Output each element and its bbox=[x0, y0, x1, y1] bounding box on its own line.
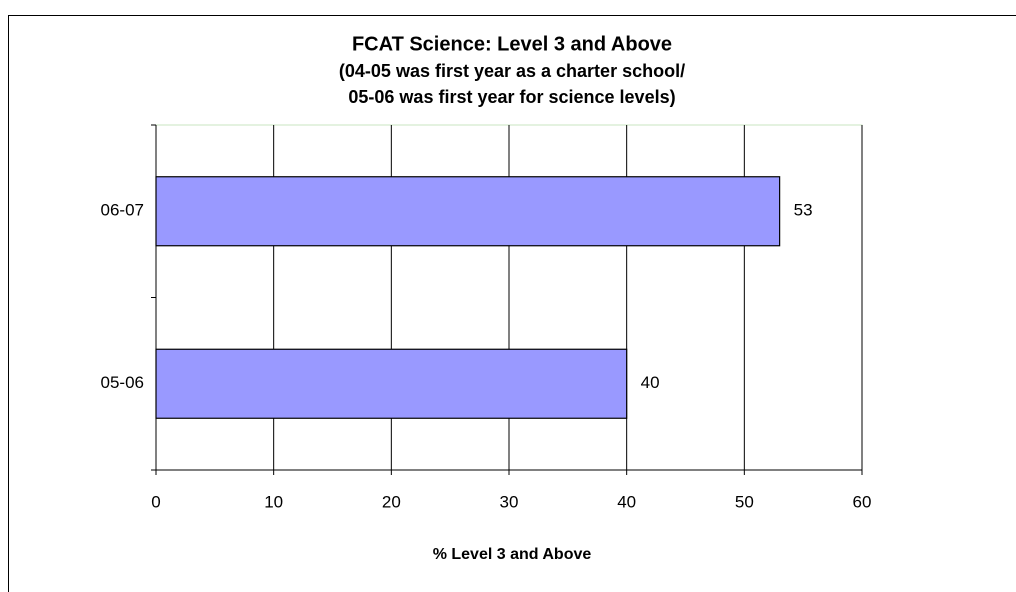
x-tick-label: 10 bbox=[264, 492, 283, 511]
data-label: 53 bbox=[794, 201, 813, 220]
x-axis-title: % Level 3 and Above bbox=[433, 546, 592, 563]
x-tick-label: 50 bbox=[735, 492, 754, 511]
data-label: 40 bbox=[641, 373, 660, 392]
x-tick-label: 30 bbox=[500, 492, 519, 511]
x-tick-label: 0 bbox=[151, 492, 160, 511]
bar bbox=[155, 348, 628, 419]
bar bbox=[155, 176, 781, 247]
chart-subtitle: (04-05 was first year as a charter schoo… bbox=[339, 61, 685, 81]
chart-title: FCAT Science: Level 3 and Above bbox=[352, 33, 672, 55]
y-tick-label: 05-06 bbox=[101, 373, 144, 392]
x-tick-label: 20 bbox=[382, 492, 401, 511]
chart-subtitle: 05-06 was first year for science levels) bbox=[348, 87, 675, 107]
chart-frame bbox=[8, 15, 1016, 592]
y-tick-label: 06-07 bbox=[101, 201, 144, 220]
x-tick-label: 40 bbox=[617, 492, 636, 511]
x-tick-label: 60 bbox=[853, 492, 872, 511]
